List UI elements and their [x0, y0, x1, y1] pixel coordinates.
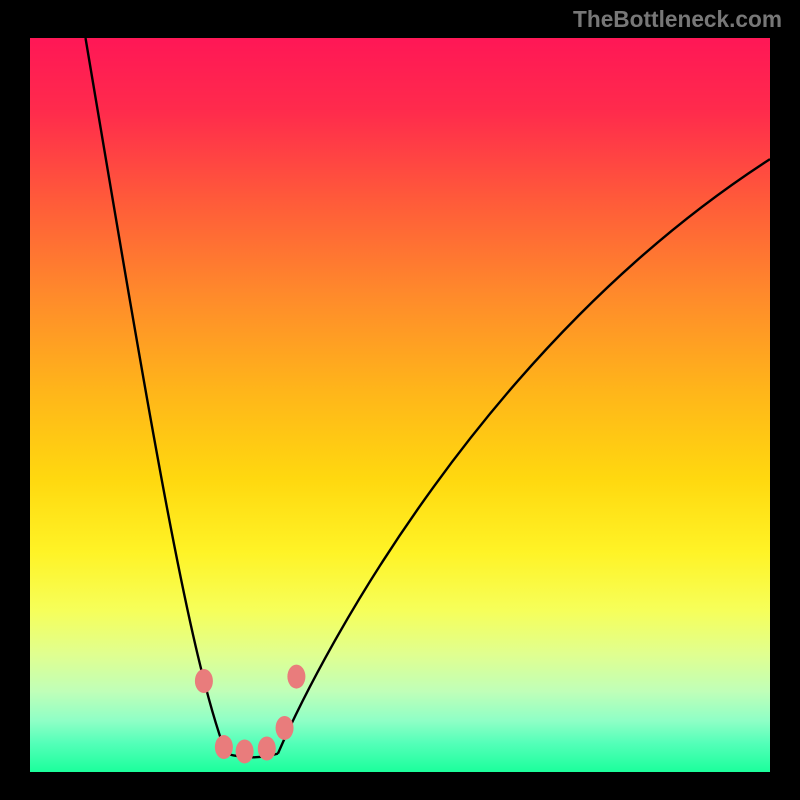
marker-point	[258, 737, 276, 761]
marker-point	[215, 735, 233, 759]
marker-point	[195, 669, 213, 693]
curve-layer	[0, 0, 800, 800]
curve-right-branch	[278, 159, 770, 754]
marker-point	[276, 716, 294, 740]
marker-point	[236, 739, 254, 763]
marker-point	[287, 665, 305, 689]
chart-frame: TheBottleneck.com	[0, 0, 800, 800]
curve-left-branch	[86, 38, 227, 754]
